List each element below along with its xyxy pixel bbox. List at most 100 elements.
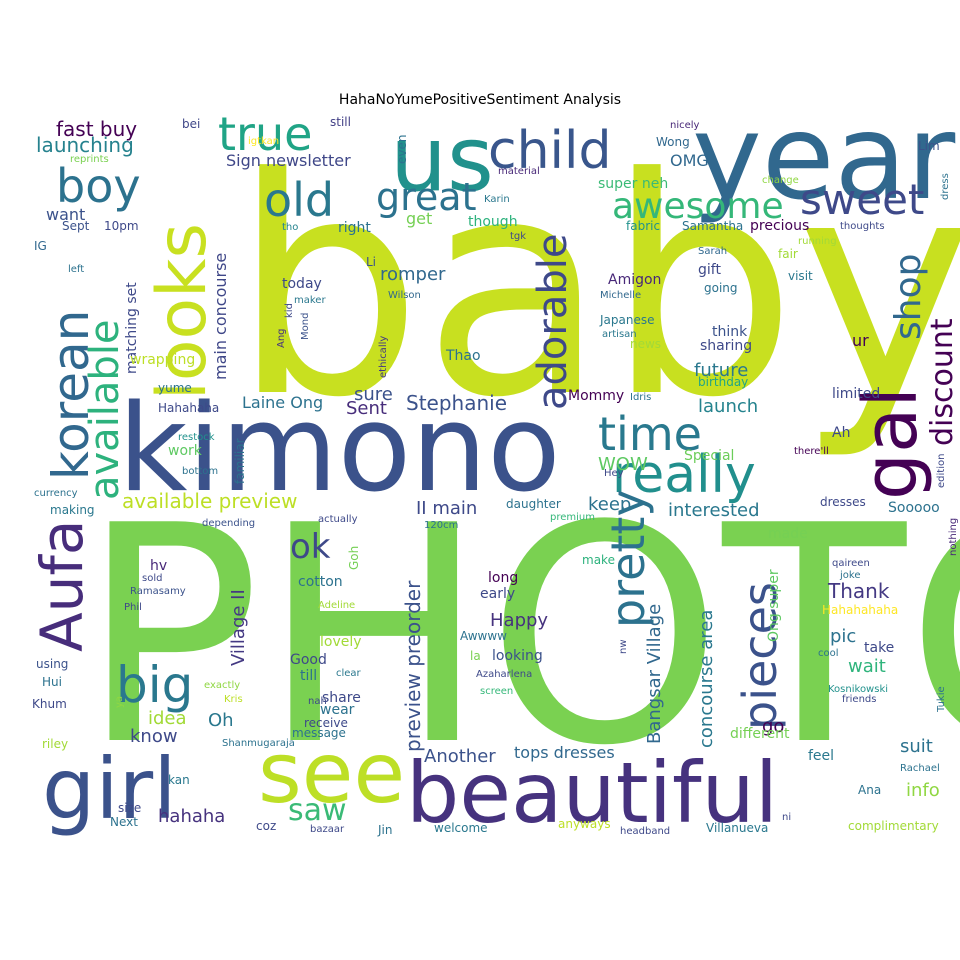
word-47: keep [588, 494, 631, 515]
word-82: fabric [626, 219, 660, 233]
word-30: fast buy [56, 117, 137, 141]
word-198: Ana [858, 783, 881, 797]
word-54: wait [848, 656, 886, 677]
word-194: anyways [558, 817, 611, 831]
word-79: even [395, 135, 409, 164]
word-176: friends [842, 694, 876, 705]
word-44: Sent [346, 398, 387, 419]
word-97: Ang [276, 328, 287, 348]
word-72: precious [750, 218, 809, 234]
word-39: Ong super [766, 569, 782, 642]
word-197: Villanueva [706, 821, 768, 835]
word-18: time [598, 407, 702, 461]
word-115: running [798, 236, 837, 247]
word-121: there'll [794, 446, 829, 457]
word-167: Kris [224, 694, 243, 705]
word-17: really [612, 445, 756, 505]
word-181: ya [114, 696, 125, 708]
word-59: info [906, 780, 940, 801]
word-92: material [498, 166, 540, 177]
word-196: headband [620, 826, 670, 837]
word-133: bottom [182, 466, 218, 477]
word-74: right [338, 220, 371, 236]
word-166: exactly [204, 680, 240, 691]
word-91: tho [282, 222, 298, 233]
word-7: us [390, 107, 494, 212]
word-165: clear [336, 668, 362, 679]
word-88: left [68, 264, 84, 275]
word-138: actually [318, 514, 358, 525]
word-70: super neh [598, 176, 668, 192]
word-5: see [258, 724, 405, 822]
word-65: want [46, 205, 85, 224]
word-192: Jin [377, 823, 392, 837]
word-93: Li [366, 255, 376, 269]
word-116: thoughts [840, 221, 885, 232]
word-109: Mommy [568, 388, 624, 404]
word-103: news [630, 337, 661, 351]
word-41: romper [380, 264, 446, 285]
word-78: still [330, 115, 351, 129]
word-11: child [488, 121, 611, 181]
word-14: boy [56, 159, 141, 213]
word-168: nah [308, 696, 327, 707]
word-153: qaireen [832, 558, 870, 569]
word-163: Good [290, 652, 327, 668]
word-9: gal [848, 387, 934, 500]
word-3: year [692, 88, 956, 226]
word-98: Mond [300, 313, 311, 340]
word-83: Sept [62, 219, 90, 233]
word-148: cotton [298, 574, 343, 590]
word-61: idea [148, 708, 187, 729]
word-4: beautiful [406, 744, 778, 842]
word-143: hv [150, 558, 167, 574]
word-177: Tukie [936, 686, 947, 713]
word-45: sure [354, 384, 393, 405]
word-122: edition [936, 454, 947, 488]
word-175: Kosnikowski [828, 684, 888, 695]
word-152: early [480, 586, 515, 602]
word-146: Phil [124, 602, 142, 613]
word-135: currency [34, 488, 78, 499]
word-57: tops dresses [514, 743, 615, 762]
word-170: wear [320, 702, 355, 718]
word-86: igtkan [248, 136, 279, 147]
word-169: share [322, 690, 361, 706]
word-129: yume [158, 381, 192, 395]
word-106: think [712, 324, 748, 340]
word-136: making [50, 503, 95, 517]
word-100: Thao [445, 348, 481, 364]
word-64: hahaha [158, 806, 225, 827]
word-156: Awwww [460, 629, 507, 643]
word-35: Village II [228, 589, 249, 666]
word-23: shop [888, 254, 929, 340]
word-75: today [282, 276, 322, 292]
word-31: launching [36, 133, 134, 157]
word-85: IG [34, 239, 47, 253]
word-48: interested [668, 500, 760, 521]
word-199: complimentary [848, 819, 939, 833]
word-73: though [468, 214, 518, 230]
word-8: looks [143, 223, 222, 400]
word-161: take [864, 640, 894, 656]
word-155: Hahahahaha [822, 603, 898, 617]
word-10: Aufa [28, 520, 96, 652]
word-71: Samantha [682, 219, 743, 233]
word-145: Ramasamy [130, 586, 186, 597]
word-1: baby [232, 114, 960, 463]
word-131: restock [178, 432, 215, 443]
word-113: fair [778, 247, 798, 261]
word-120: Ah [832, 425, 850, 441]
word-20: great [376, 175, 476, 219]
word-147: Goh [347, 546, 361, 570]
word-186: Rachael [900, 763, 940, 774]
word-80: nicely [670, 120, 700, 131]
word-144: sold [142, 573, 162, 584]
word-43: Laine Ong [242, 393, 323, 412]
word-56: Another [424, 746, 496, 767]
word-127: Hey [604, 468, 624, 479]
word-182: riley [42, 737, 68, 751]
word-32: Sign newsletter [226, 151, 351, 170]
word-195: ni [782, 812, 791, 823]
